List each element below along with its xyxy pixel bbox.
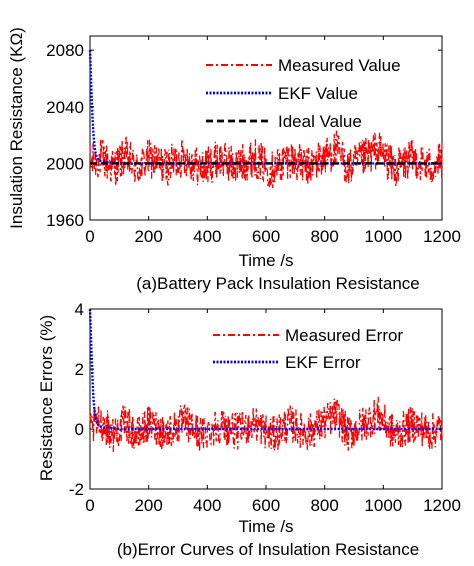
y-axis-label-b: Resistance Errors (%) [37,315,56,481]
panel-caption-b: (b)Error Curves of Insulation Resistance [117,540,419,559]
plot-series-a [88,50,443,188]
y-tick-label: 4 [75,300,84,319]
y-axis-ticks-a: 1960 2000 2040 2080 [46,41,442,230]
y-tick-label: 0 [75,420,84,439]
panel-a: 0 200 400 600 800 1000 1200 1960 2000 2040 2080 M… [7,27,461,293]
plot-area-a [89,35,443,221]
x-tick-label: 200 [134,227,162,246]
y-axis-ticks-b: -2 0 2 4 [69,300,442,499]
b-series-measured-error [89,396,443,453]
x-tick-label: 400 [193,496,221,515]
y-tick-label: 2000 [46,154,84,173]
a-series-ekf-value [88,50,442,165]
y-axis-label-a: Insulation Resistance (KΩ) [7,27,26,229]
x-tick-label: 1200 [423,227,461,246]
x-tick-label: 1000 [364,496,402,515]
legend-b: Measured Error EKF Error [213,326,403,372]
plot-area-b [89,308,443,490]
y-tick-label: 1960 [46,211,84,230]
x-tick-label: 800 [310,496,338,515]
x-axis-label-b: Time /s [238,517,293,536]
legend-label: Measured Error [285,326,403,345]
y-tick-label: 2080 [46,41,84,60]
x-tick-label: 0 [85,496,94,515]
y-tick-label: -2 [69,480,84,499]
x-tick-label: 1000 [364,227,402,246]
x-axis-ticks-a: 0 200 400 600 800 1000 1200 [85,36,461,246]
x-tick-label: 1200 [423,496,461,515]
x-tick-label: 600 [252,496,280,515]
x-tick-label: 800 [310,227,338,246]
legend-label: Ideal Value [278,112,362,131]
x-tick-label: 600 [252,227,280,246]
legend-label: EKF Value [278,84,358,103]
x-axis-ticks-b: 0 200 400 600 800 1000 1200 [85,309,461,515]
plot-series-b [88,308,443,453]
x-axis-label-a: Time /s [238,251,293,270]
y-tick-label: 2040 [46,98,84,117]
legend-label: Measured Value [278,56,401,75]
x-tick-label: 0 [85,227,94,246]
b-series-ekf-error [88,308,442,431]
a-series-measured-value [89,130,443,188]
y-tick-label: 2 [75,360,84,379]
x-tick-label: 200 [134,496,162,515]
legend-label: EKF Error [285,353,361,372]
x-tick-label: 400 [193,227,221,246]
panel-caption-a: (a)Battery Pack Insulation Resistance [136,274,419,293]
legend-a: Measured Value EKF Value Ideal Value [206,56,401,131]
